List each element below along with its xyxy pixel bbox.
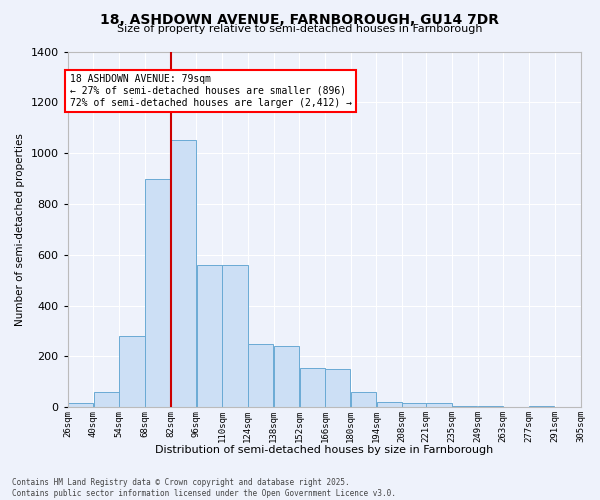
Bar — [68, 402, 93, 407]
Text: Contains HM Land Registry data © Crown copyright and database right 2025.
Contai: Contains HM Land Registry data © Crown c… — [12, 478, 396, 498]
Bar — [427, 402, 452, 407]
Bar — [94, 392, 119, 407]
Bar — [351, 392, 376, 407]
Bar — [377, 402, 402, 407]
Bar — [325, 369, 350, 407]
Bar — [299, 368, 325, 407]
Bar — [171, 140, 196, 407]
Text: 18, ASHDOWN AVENUE, FARNBOROUGH, GU14 7DR: 18, ASHDOWN AVENUE, FARNBOROUGH, GU14 7D… — [101, 12, 499, 26]
Bar — [478, 406, 503, 407]
Bar — [529, 406, 554, 407]
Text: Size of property relative to semi-detached houses in Farnborough: Size of property relative to semi-detach… — [117, 24, 483, 34]
Bar — [145, 178, 170, 407]
Bar — [223, 265, 248, 407]
Bar — [197, 265, 222, 407]
Bar — [248, 344, 273, 407]
Bar — [119, 336, 145, 407]
Y-axis label: Number of semi-detached properties: Number of semi-detached properties — [15, 133, 25, 326]
Bar — [403, 402, 426, 407]
Text: 18 ASHDOWN AVENUE: 79sqm
← 27% of semi-detached houses are smaller (896)
72% of : 18 ASHDOWN AVENUE: 79sqm ← 27% of semi-d… — [70, 74, 352, 108]
X-axis label: Distribution of semi-detached houses by size in Farnborough: Distribution of semi-detached houses by … — [155, 445, 493, 455]
Bar — [452, 406, 477, 407]
Bar — [274, 346, 299, 407]
